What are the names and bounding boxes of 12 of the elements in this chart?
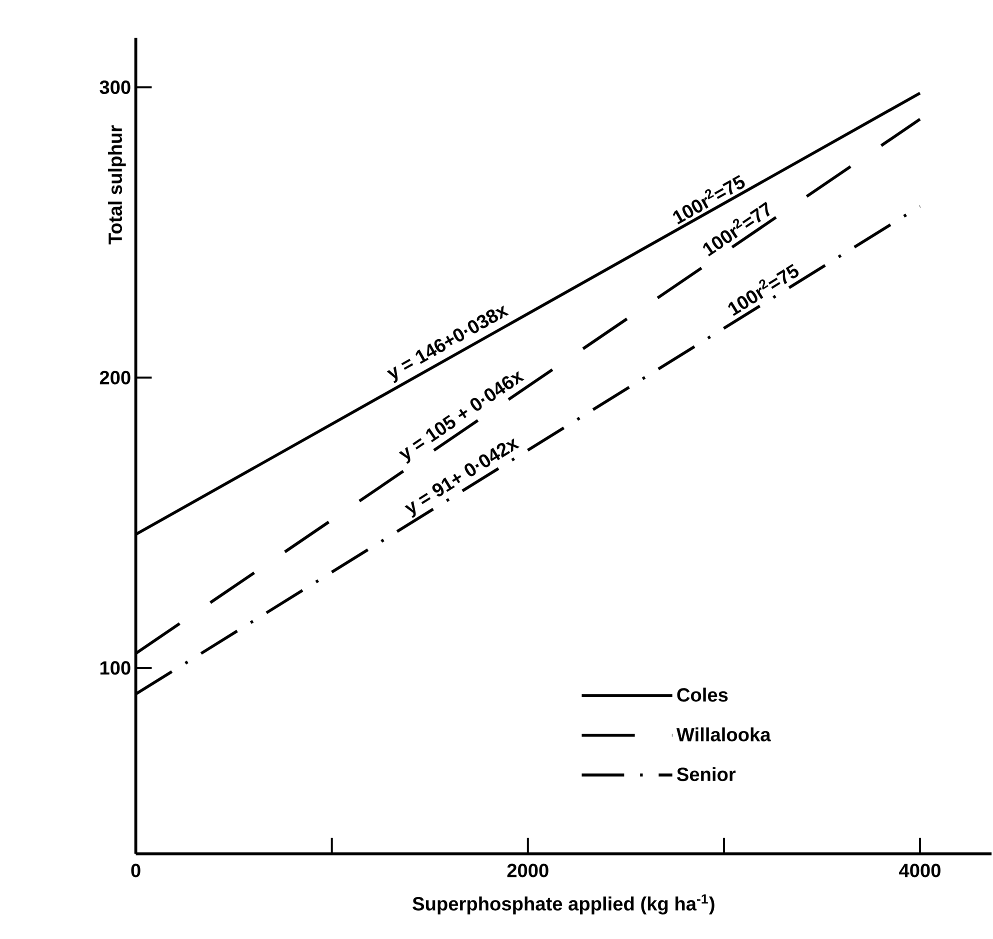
y-axis-title: Total sulphur [108, 125, 126, 245]
annotation: 100r$^{2}$=75 [728, 264, 799, 316]
legend-label: Senior [676, 767, 736, 782]
x-tick-label: 2000 [507, 864, 548, 878]
x-axis-title: Superphosphate applied (kg ha$^{-1}$) [412, 894, 714, 915]
x-tick-label: 0 [131, 864, 140, 878]
legend-label: Coles [677, 688, 728, 702]
y-tick-label: 100 [100, 661, 130, 675]
x-tick-label: 4000 [899, 864, 940, 878]
y-tick-label: 200 [100, 371, 130, 385]
legend-label: Willalooka [676, 728, 771, 742]
y-tick-label: 300 [100, 80, 130, 94]
